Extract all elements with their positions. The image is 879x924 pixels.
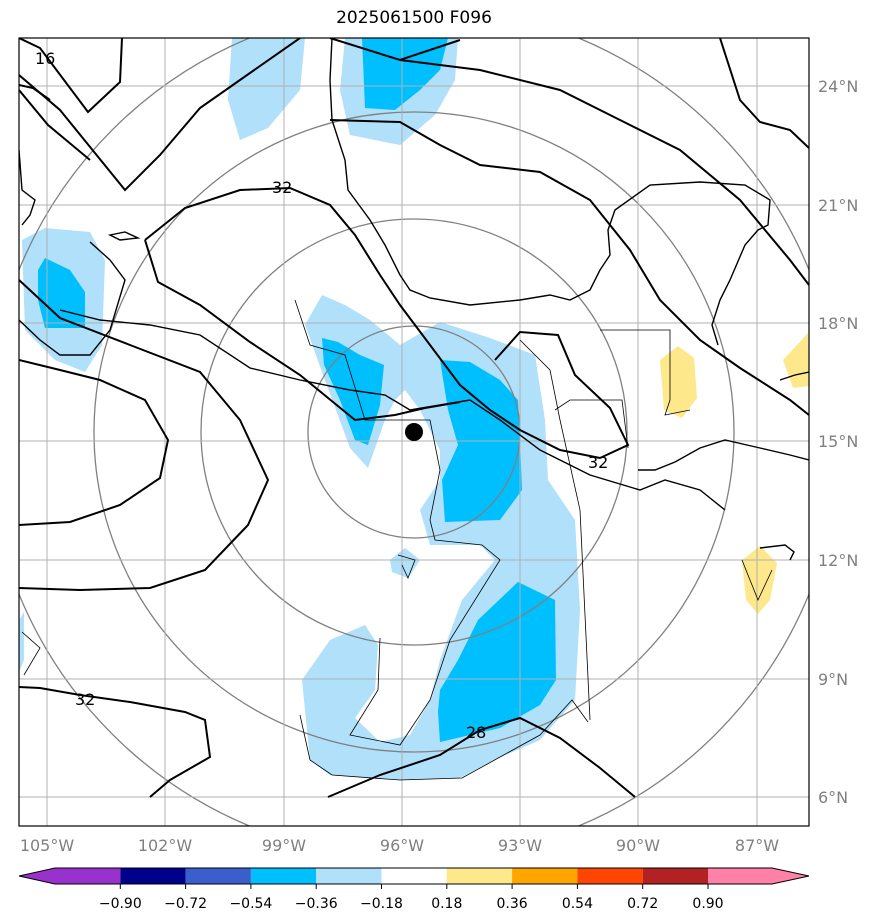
- colorbar-tick-label: 0.18: [431, 896, 462, 912]
- country-borders: [21, 299, 773, 781]
- latitude-labels: 24°N 21°N 18°N 15°N 12°N 9°N 6°N: [818, 77, 858, 807]
- colorbar-segment: [185, 868, 251, 884]
- lon-label: 87°W: [735, 836, 779, 855]
- contour-label: 32: [272, 178, 292, 197]
- colorbar-segment: [316, 868, 382, 884]
- contour-lines: [19, 38, 809, 798]
- colorbar-segment: [577, 868, 643, 884]
- lat-label: 6°N: [818, 788, 848, 807]
- contour-labels: 16 32 32 32 28: [35, 49, 608, 742]
- colorbar-segment: [120, 868, 186, 884]
- colorbar-tick-label: −0.18: [360, 896, 403, 912]
- lon-label: 102°W: [138, 836, 193, 855]
- colorbar-tick-label: −0.36: [295, 896, 338, 912]
- lat-label: 15°N: [818, 432, 858, 451]
- lat-label: 24°N: [818, 77, 858, 96]
- storm-center-dot: [405, 423, 423, 441]
- lon-label: 90°W: [616, 836, 660, 855]
- colorbar-segment: [642, 868, 708, 884]
- colorbar-tick-label: 0.72: [627, 896, 658, 912]
- colorbar-tick-label: −0.54: [229, 896, 272, 912]
- colorbar-segment: [381, 868, 447, 884]
- colorbar-outline: [18, 867, 810, 885]
- colorbar-segment: [250, 868, 317, 884]
- colorbar: −0.90 −0.72 −0.54 −0.36 −0.18 0.18 0.36 …: [18, 867, 810, 912]
- lon-label: 96°W: [380, 836, 424, 855]
- contour-label: 16: [35, 49, 55, 68]
- lon-label: 99°W: [262, 836, 306, 855]
- colorbar-tick-label: 0.36: [497, 896, 528, 912]
- colorbar-segment: [446, 868, 513, 884]
- lon-label: 105°W: [20, 836, 75, 855]
- colorbar-segment: [55, 868, 121, 884]
- contour-label: 32: [75, 690, 95, 709]
- map-frame: [18, 37, 810, 827]
- colorbar-segment: [512, 868, 578, 884]
- colorbar-tick-label: −0.90: [99, 896, 142, 912]
- shaded-positive: [660, 333, 809, 614]
- colorbar-tick-label: 0.54: [562, 896, 593, 912]
- lat-label: 9°N: [818, 670, 848, 689]
- contour-label: 32: [588, 453, 608, 472]
- colorbar-under-arrow: [19, 868, 55, 884]
- colorbar-over-arrow: [708, 868, 809, 884]
- longitude-labels: 105°W 102°W 99°W 96°W 93°W 90°W 87°W: [20, 836, 779, 855]
- colorbar-tick-label: −0.72: [164, 896, 207, 912]
- map-title: 2025061500 F096: [336, 8, 492, 28]
- lat-label: 18°N: [818, 314, 858, 333]
- lat-label: 21°N: [818, 196, 858, 215]
- contour-label: 28: [466, 723, 486, 742]
- lon-label: 93°W: [498, 836, 542, 855]
- lat-label: 12°N: [818, 551, 858, 570]
- colorbar-tick-label: 0.90: [692, 896, 723, 912]
